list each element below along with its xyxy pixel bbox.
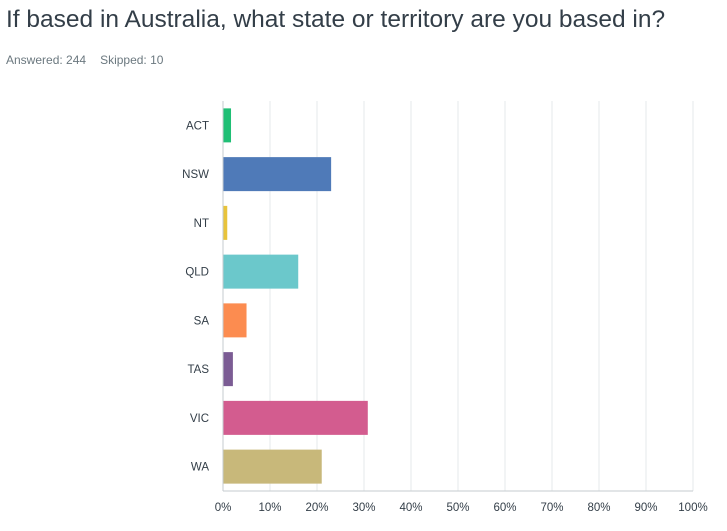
y-category-label: TAS	[187, 364, 209, 376]
skipped-count: Skipped: 10	[100, 53, 164, 67]
x-tick-label: 70%	[540, 502, 563, 514]
bar-vic[interactable]	[223, 400, 368, 435]
x-tick-label: 20%	[305, 502, 328, 514]
x-tick-label: 90%	[634, 502, 657, 514]
question-title: If based in Australia, what state or ter…	[6, 6, 666, 33]
x-tick-label: 30%	[352, 502, 375, 514]
x-tick-label: 100%	[678, 502, 707, 514]
bar-sa[interactable]	[223, 303, 247, 338]
x-tick-label: 80%	[587, 502, 610, 514]
gridlines	[269, 101, 694, 491]
bar-tas[interactable]	[223, 352, 233, 387]
x-tick-label: 50%	[446, 502, 469, 514]
bar-nt[interactable]	[223, 205, 228, 240]
bars	[223, 108, 368, 484]
y-category-label: VIC	[190, 413, 209, 425]
x-tick-label: 0%	[215, 502, 232, 514]
bar-act[interactable]	[223, 108, 232, 143]
x-tick-label: 10%	[258, 502, 281, 514]
x-tick-label: 60%	[493, 502, 516, 514]
y-category-label: QLD	[185, 267, 209, 279]
bar-wa[interactable]	[223, 449, 322, 484]
bar-qld[interactable]	[223, 254, 299, 289]
axes: 0% 10% 20% 30% 40% 50% 60% 70% 80% 90% 100% ACT NSW N…	[182, 101, 708, 514]
answered-count: Answered: 244	[6, 53, 87, 67]
x-tick-label: 40%	[399, 502, 422, 514]
response-summary: Answered: 244 Skipped: 10	[6, 53, 163, 67]
y-category-label: SA	[194, 315, 210, 327]
y-category-label: ACT	[186, 120, 209, 132]
y-category-label: NT	[194, 218, 209, 230]
y-category-label: WA	[191, 462, 209, 474]
y-category-label: NSW	[182, 169, 209, 181]
bar-nsw[interactable]	[223, 157, 332, 192]
